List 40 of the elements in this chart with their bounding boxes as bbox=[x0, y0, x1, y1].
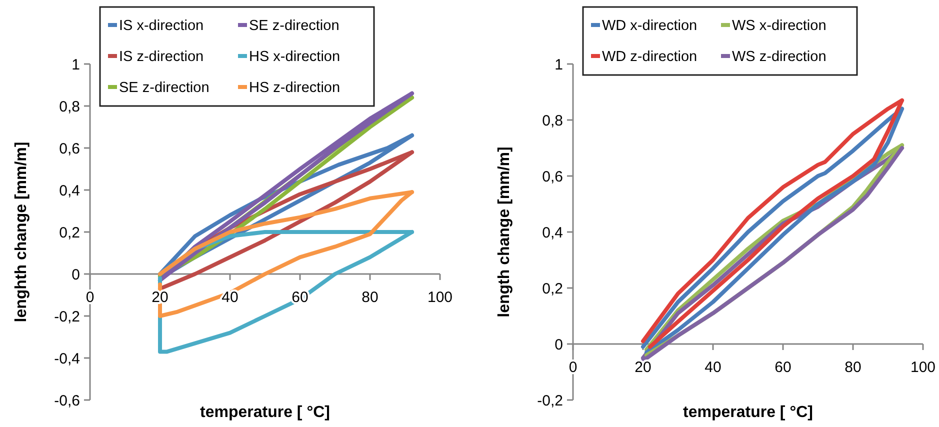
y-tick-label: -0,2 bbox=[537, 392, 563, 410]
y-tick-label: 1 bbox=[72, 56, 80, 74]
y-tick-label: 1 bbox=[554, 56, 563, 74]
legend-label: WS z-direction bbox=[732, 49, 826, 66]
legend-label: SE z-direction bbox=[249, 18, 340, 34]
y-tick-label: 0,8 bbox=[542, 112, 563, 130]
y-tick-label: -0,6 bbox=[54, 392, 80, 410]
x-tick-label: 40 bbox=[704, 359, 722, 376]
x-tick-label: 100 bbox=[427, 289, 453, 306]
x-tick-label: 60 bbox=[774, 359, 792, 376]
legend-label: SE z-direction bbox=[119, 80, 210, 96]
y-tick-label: 0 bbox=[554, 336, 563, 354]
y-tick-label: 0,4 bbox=[542, 224, 563, 242]
y-tick-label: 0,4 bbox=[59, 182, 80, 200]
legend-label: IS z-direction bbox=[119, 49, 204, 66]
x-tick-label: 40 bbox=[222, 289, 238, 306]
y-tick-label: -0,4 bbox=[54, 350, 80, 368]
x-axis-title: temperature [ °C] bbox=[683, 404, 813, 421]
legend-label: WD z-direction bbox=[602, 49, 698, 66]
y-tick-label: 0,2 bbox=[59, 224, 80, 242]
legend-label: WS x-direction bbox=[732, 18, 826, 34]
x-tick-label: 20 bbox=[634, 359, 652, 376]
y-tick-label: 0,6 bbox=[542, 168, 563, 186]
x-tick-label: 80 bbox=[362, 289, 378, 306]
y-tick-label: 0,2 bbox=[542, 280, 563, 298]
y-tick-label: -0,2 bbox=[54, 308, 80, 326]
legend-label: HS z-direction bbox=[249, 80, 340, 96]
legend-label: IS x-direction bbox=[119, 18, 204, 34]
legend-label: WD x-direction bbox=[602, 18, 698, 34]
y-tick-label: 0 bbox=[72, 266, 80, 284]
y-tick-label: 0,8 bbox=[59, 98, 80, 116]
x-tick-label: 0 bbox=[86, 289, 94, 306]
y-axis-title: lenghth change [mm/m] bbox=[13, 142, 30, 322]
legend-label: HS x-direction bbox=[249, 49, 340, 66]
x-tick-label: 80 bbox=[844, 359, 862, 376]
y-axis-title: length change [mm/m] bbox=[496, 146, 513, 318]
x-tick-label: 0 bbox=[568, 359, 578, 376]
y-tick-label: 0,6 bbox=[59, 140, 80, 158]
x-tick-label: 100 bbox=[910, 359, 936, 376]
x-axis-title: temperature [ °C] bbox=[200, 404, 330, 421]
